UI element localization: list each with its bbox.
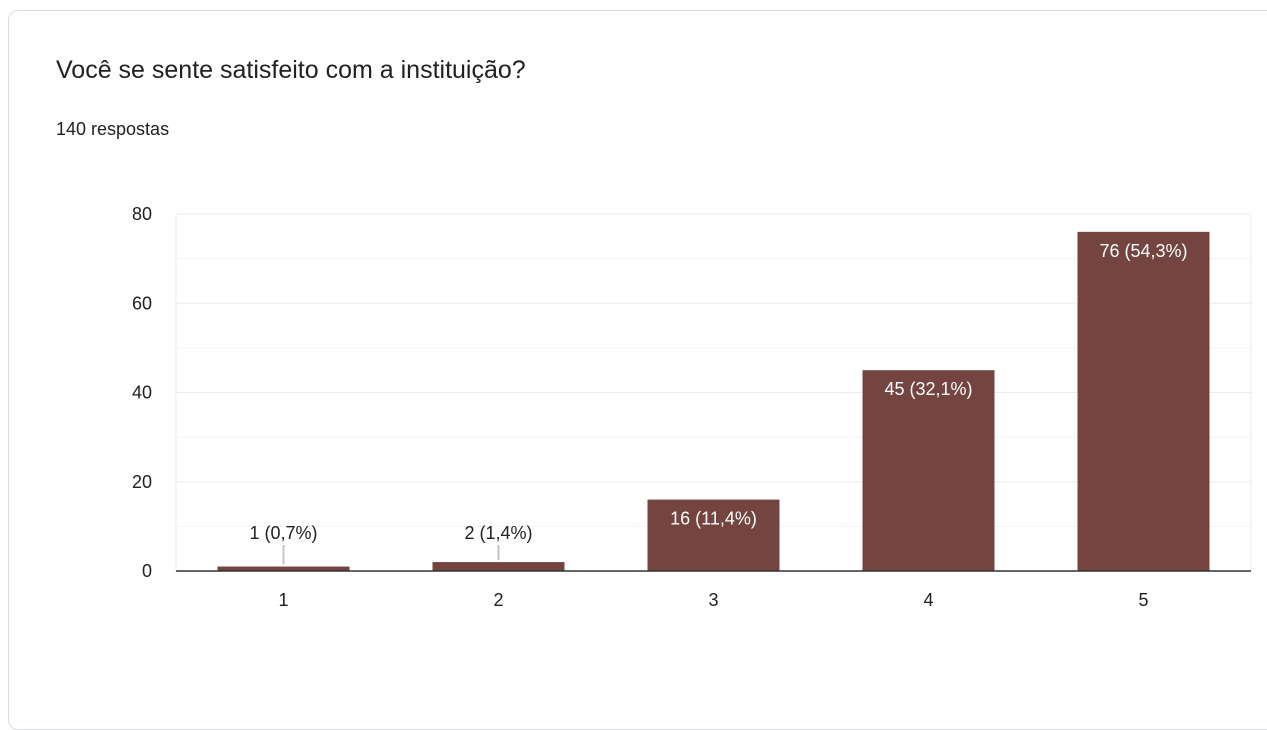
y-tick-label: 0 [142,561,152,581]
x-tick-label: 3 [708,590,718,610]
y-tick-label: 20 [132,472,152,492]
bar-5 [1077,231,1210,571]
x-tick-label: 1 [278,590,288,610]
x-axis-ticks: 1 2 3 4 5 [176,570,1251,610]
y-tick-label: 60 [132,293,152,313]
bar-3 [647,499,780,571]
bar-2 [432,562,565,571]
x-tick-label: 4 [923,590,933,610]
response-count: 140 respostas [56,119,170,139]
data-label: 16 (11,4%) [670,509,757,529]
data-labels: 1 (0,7%) 2 (1,4%) 16 (11,4%) 45 (32,1%) 76 (… [249,241,1188,565]
data-label: 1 (0,7%) [249,523,317,543]
question-title: Você se sente satisfeito com a instituiç… [56,56,526,84]
question-card [8,10,1267,730]
data-label: 2 (1,4%) [464,523,532,543]
bar-chart: 0 20 40 60 80 1 2 3 4 5 1 (0,7%) 2 (1,4%) 16 (11,4… [132,204,1252,610]
chart-bars [217,231,1210,571]
x-tick-label: 2 [493,590,503,610]
bar-1 [217,566,350,571]
y-tick-label: 40 [132,383,152,403]
chart-grid [175,213,1252,571]
y-tick-label: 80 [132,204,152,224]
data-label: 45 (32,1%) [884,379,972,399]
data-label: 76 (54,3%) [1099,241,1187,261]
y-axis-ticks: 0 20 40 60 80 [132,204,152,581]
bar-4 [862,370,995,571]
x-tick-label: 5 [1138,590,1148,610]
